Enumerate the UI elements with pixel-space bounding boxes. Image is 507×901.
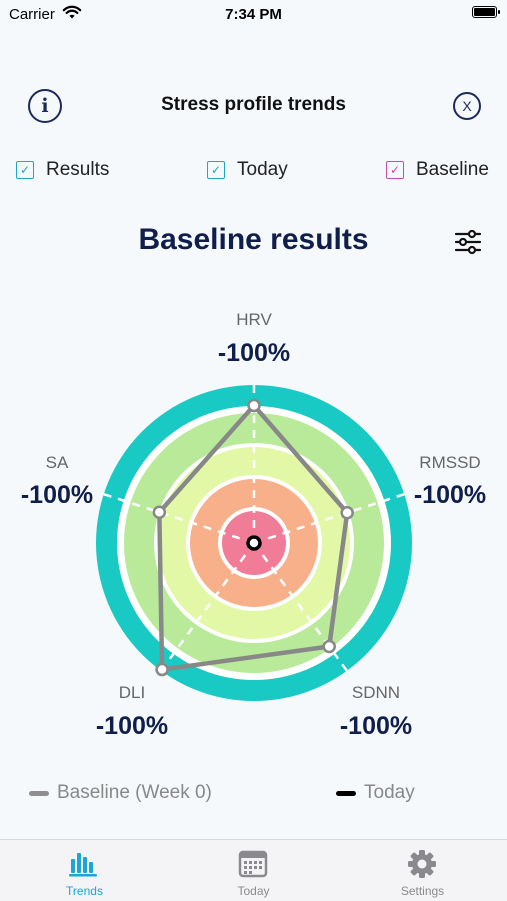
- radar-chart: HRV -100% RMSSD -100% SDNN -100% DLI -100% SA -10…: [21, 310, 486, 740]
- tab-trends[interactable]: Trends: [0, 840, 169, 901]
- checkbox-today[interactable]: ✓: [207, 161, 225, 179]
- axis-label-sdnn: SDNN: [352, 683, 400, 702]
- legend-baseline: Baseline (Week 0): [29, 782, 212, 804]
- axis-label-dli: DLI: [119, 683, 145, 702]
- clock: 7:34 PM: [225, 6, 282, 23]
- spoke-sdnn: [252, 542, 348, 672]
- filter-baseline[interactable]: ✓ Baseline: [386, 158, 489, 182]
- baseline-series-line: [157, 403, 350, 672]
- section-title: Baseline results: [138, 223, 369, 256]
- sliders-icon[interactable]: [454, 229, 482, 255]
- filter-today[interactable]: ✓ Today: [207, 158, 288, 182]
- checkbox-baseline[interactable]: ✓: [386, 161, 404, 179]
- axis-label-rmssd: RMSSD: [419, 453, 480, 472]
- carrier-label: Carrier: [9, 6, 55, 23]
- spoke-sa: [103, 492, 255, 545]
- status-bar: Carrier 7:34 PM: [0, 0, 507, 30]
- legend-baseline-swatch: [29, 790, 49, 796]
- baseline-point-hrv: [247, 398, 261, 413]
- filter-today-label: Today: [237, 159, 288, 180]
- bar-chart-icon: [69, 853, 97, 877]
- axis-label-sa: SA: [46, 453, 69, 472]
- baseline-point-sa: [152, 505, 167, 519]
- axis-value-dli: -100%: [96, 712, 168, 740]
- page-title: Stress profile trends: [161, 94, 346, 115]
- axis-label-hrv: HRV: [236, 310, 272, 329]
- legend-today-swatch: [336, 790, 356, 796]
- baseline-point-rmssd: [340, 505, 354, 520]
- legend-today: Today: [336, 782, 415, 804]
- today-point: [246, 535, 262, 551]
- calendar-icon: [238, 850, 268, 878]
- axis-value-sa: -100%: [21, 481, 93, 509]
- axis-value-hrv: -100%: [218, 339, 290, 367]
- axis-value-rmssd: -100%: [414, 481, 486, 509]
- axis-value-sdnn: -100%: [340, 712, 412, 740]
- filter-baseline-label: Baseline: [416, 159, 489, 180]
- spoke-dli: [160, 542, 256, 672]
- gear-icon: [408, 850, 436, 878]
- tab-today[interactable]: Today: [169, 840, 338, 901]
- spoke-rmssd: [253, 492, 405, 545]
- legend-today-label: Today: [364, 782, 415, 803]
- checkbox-results[interactable]: ✓: [16, 161, 34, 179]
- tab-settings[interactable]: Settings: [338, 840, 507, 901]
- info-icon[interactable]: i: [28, 89, 62, 123]
- wifi-icon: [62, 5, 82, 19]
- baseline-point-dli: [155, 662, 169, 677]
- tab-settings-label: Settings: [400, 884, 445, 898]
- battery-icon: [472, 6, 500, 18]
- filter-results-label: Results: [46, 159, 110, 180]
- close-icon[interactable]: X: [453, 92, 481, 120]
- filter-results[interactable]: ✓ Results: [16, 158, 109, 182]
- tab-bar: Trends Today Settings: [0, 839, 507, 901]
- tab-today-label: Today: [237, 884, 270, 898]
- baseline-point-sdnn: [322, 639, 336, 654]
- legend-baseline-label: Baseline (Week 0): [57, 782, 212, 803]
- tab-trends-label: Trends: [66, 884, 103, 898]
